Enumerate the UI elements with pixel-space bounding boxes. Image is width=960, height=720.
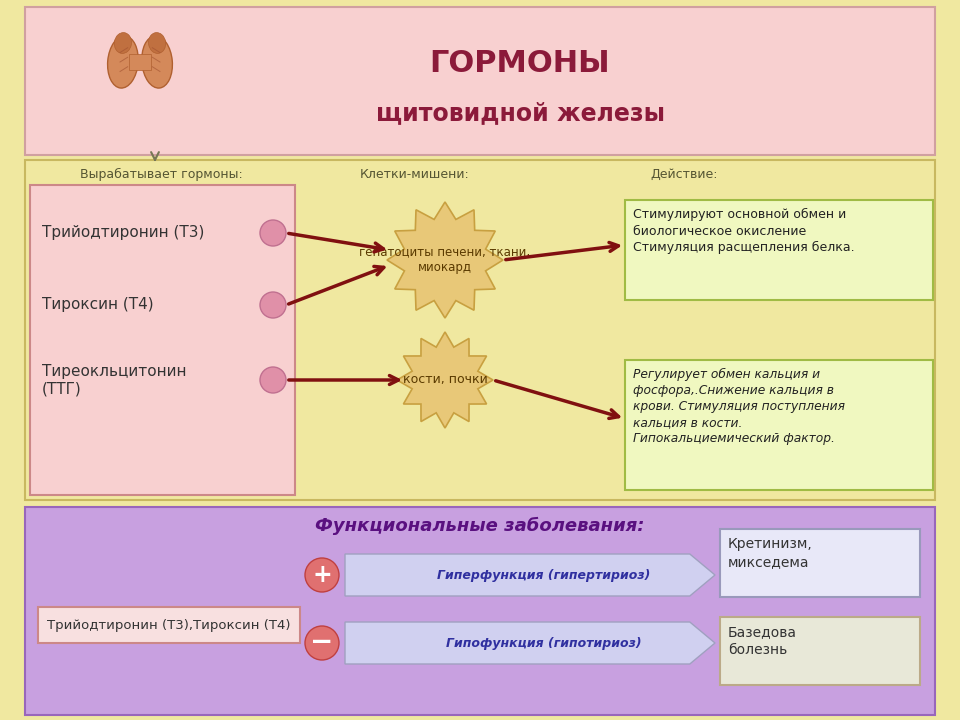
Text: Клетки-мишени:: Клетки-мишени: <box>360 168 469 181</box>
Text: Функциональные заболевания:: Функциональные заболевания: <box>315 517 645 535</box>
Bar <box>625 360 933 490</box>
Text: щитовидной железы: щитовидной железы <box>375 102 664 125</box>
Ellipse shape <box>108 36 138 88</box>
Text: Гипофункция (гипотириоз): Гипофункция (гипотириоз) <box>445 636 641 649</box>
Text: кости, почки: кости, почки <box>402 374 488 387</box>
Text: Базедова
болезнь: Базедова болезнь <box>728 625 797 657</box>
Circle shape <box>260 292 286 318</box>
Bar <box>25 7 935 155</box>
Text: Стимулируют основной обмен и
биологическое окисление
Стимуляция расщепления белк: Стимулируют основной обмен и биологическ… <box>633 208 854 254</box>
Ellipse shape <box>114 32 132 53</box>
Text: −: − <box>310 628 334 656</box>
Text: гепатоциты печени, ткани,
миокард: гепатоциты печени, ткани, миокард <box>359 246 531 274</box>
Bar <box>25 160 935 500</box>
Text: Тироксин (Т4): Тироксин (Т4) <box>42 297 154 312</box>
Circle shape <box>305 558 339 592</box>
Polygon shape <box>387 202 503 318</box>
Bar <box>38 607 300 643</box>
Bar <box>625 200 933 300</box>
Text: Гиперфункция (гипертириоз): Гиперфункция (гипертириоз) <box>437 569 650 582</box>
Bar <box>720 617 920 685</box>
Polygon shape <box>345 622 715 664</box>
Text: Вырабатывает гормоны:: Вырабатывает гормоны: <box>80 168 243 181</box>
Bar <box>720 529 920 597</box>
Circle shape <box>305 626 339 660</box>
Text: Трийодтиронин (Т3),Тироксин (Т4): Трийодтиронин (Т3),Тироксин (Т4) <box>47 618 291 631</box>
Text: Трийодтиронин (Т3): Трийодтиронин (Т3) <box>42 225 204 240</box>
Bar <box>129 55 152 70</box>
Text: ГОРМОНЫ: ГОРМОНЫ <box>430 49 611 78</box>
Circle shape <box>260 220 286 246</box>
Text: Кретинизм,
микседема: Кретинизм, микседема <box>728 537 813 570</box>
Bar <box>25 507 935 715</box>
Circle shape <box>260 367 286 393</box>
Ellipse shape <box>149 32 166 53</box>
Text: Регулирует обмен кальция и
фосфора,.Снижение кальция в
крови. Стимуляция поступл: Регулирует обмен кальция и фосфора,.Сниж… <box>633 368 845 445</box>
Polygon shape <box>397 332 493 428</box>
Text: Действие:: Действие: <box>650 168 717 181</box>
Text: +: + <box>312 563 332 587</box>
Bar <box>30 185 295 495</box>
Ellipse shape <box>142 36 173 88</box>
Polygon shape <box>345 554 715 596</box>
Text: Тиреокльцитонин
(ТТГ): Тиреокльцитонин (ТТГ) <box>42 364 186 396</box>
